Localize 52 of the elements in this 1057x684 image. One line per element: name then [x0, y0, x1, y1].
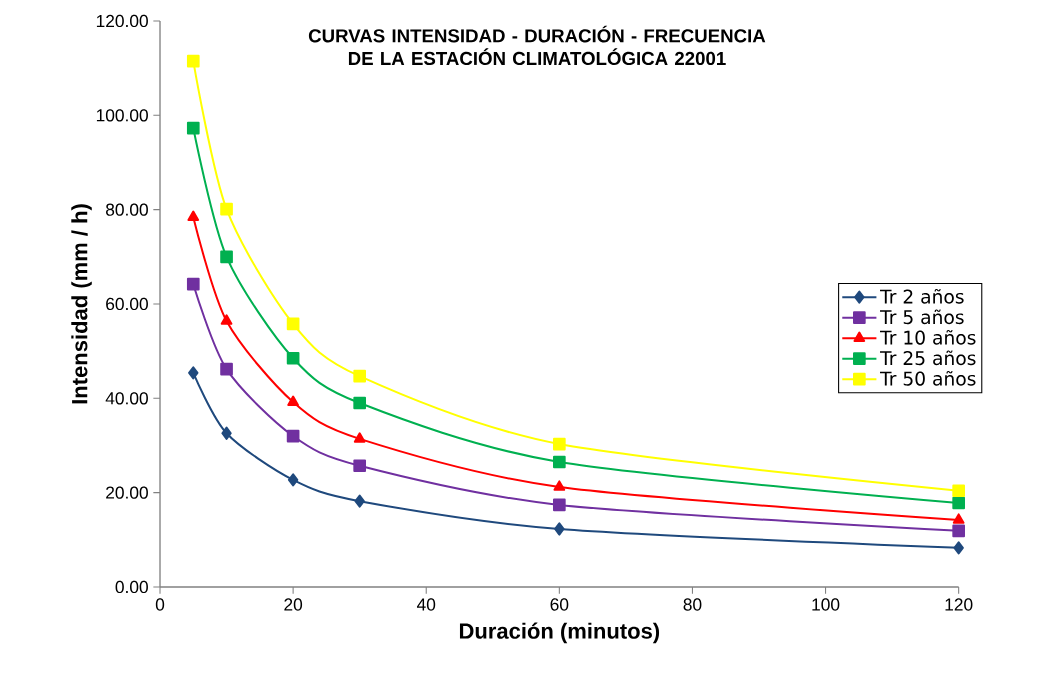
point [553, 498, 566, 512]
x-tick-label: 40 [416, 598, 436, 611]
x-tick-label: 0 [155, 598, 165, 611]
point [553, 455, 566, 469]
point [354, 494, 365, 508]
point [286, 429, 300, 443]
y-tick-label: 120.00 [96, 14, 148, 28]
point [353, 369, 367, 383]
point [554, 522, 565, 536]
x-tick-label: 20 [284, 598, 303, 611]
point [220, 362, 233, 376]
point [353, 459, 367, 473]
point [220, 250, 233, 264]
point [186, 121, 200, 135]
point [220, 202, 233, 216]
y-tick-label: 80.00 [106, 203, 148, 216]
x-axis-title: Duración (minutos) [459, 622, 660, 644]
y-tick-label: 0.00 [115, 580, 148, 594]
legend-label: Tr 2 años [880, 288, 964, 304]
y-tick-label: 20.00 [106, 486, 148, 499]
point [188, 366, 199, 380]
legend-label: Tr 10 años [880, 329, 976, 345]
point [186, 54, 200, 68]
point [553, 480, 566, 491]
point [286, 317, 300, 331]
point [221, 426, 232, 440]
point [286, 351, 300, 365]
point [353, 396, 367, 410]
x-tick-label: 60 [550, 598, 569, 611]
point [952, 513, 965, 524]
point [952, 524, 965, 538]
point [353, 432, 366, 443]
point [553, 437, 566, 451]
point [187, 210, 200, 221]
point [952, 496, 965, 510]
legend-label: Tr 5 años [880, 309, 964, 325]
point [287, 473, 299, 487]
x-tick-label: 100 [812, 598, 840, 611]
legend-label: Tr 50 años [880, 370, 976, 386]
y-tick-label: 60.00 [106, 297, 148, 311]
y-axis-title: Intensidad (mm / h) [71, 204, 92, 404]
legend-label: Tr 25 años [880, 350, 976, 366]
y-tick-label: 100.00 [96, 109, 148, 122]
x-tick-label: 80 [683, 598, 702, 611]
point [287, 395, 299, 406]
y-tick-label: 40.00 [105, 392, 148, 405]
text: CURVAS INTENSIDAD - DURACIÓN - FRECUENCIA DE LA ESTACIÓN CLIMATOLÓGICA 22001 [308, 25, 766, 66]
x-tick-label: 120 [945, 598, 973, 611]
point [220, 314, 233, 325]
point [953, 541, 964, 555]
point [186, 277, 200, 291]
point [952, 484, 965, 498]
